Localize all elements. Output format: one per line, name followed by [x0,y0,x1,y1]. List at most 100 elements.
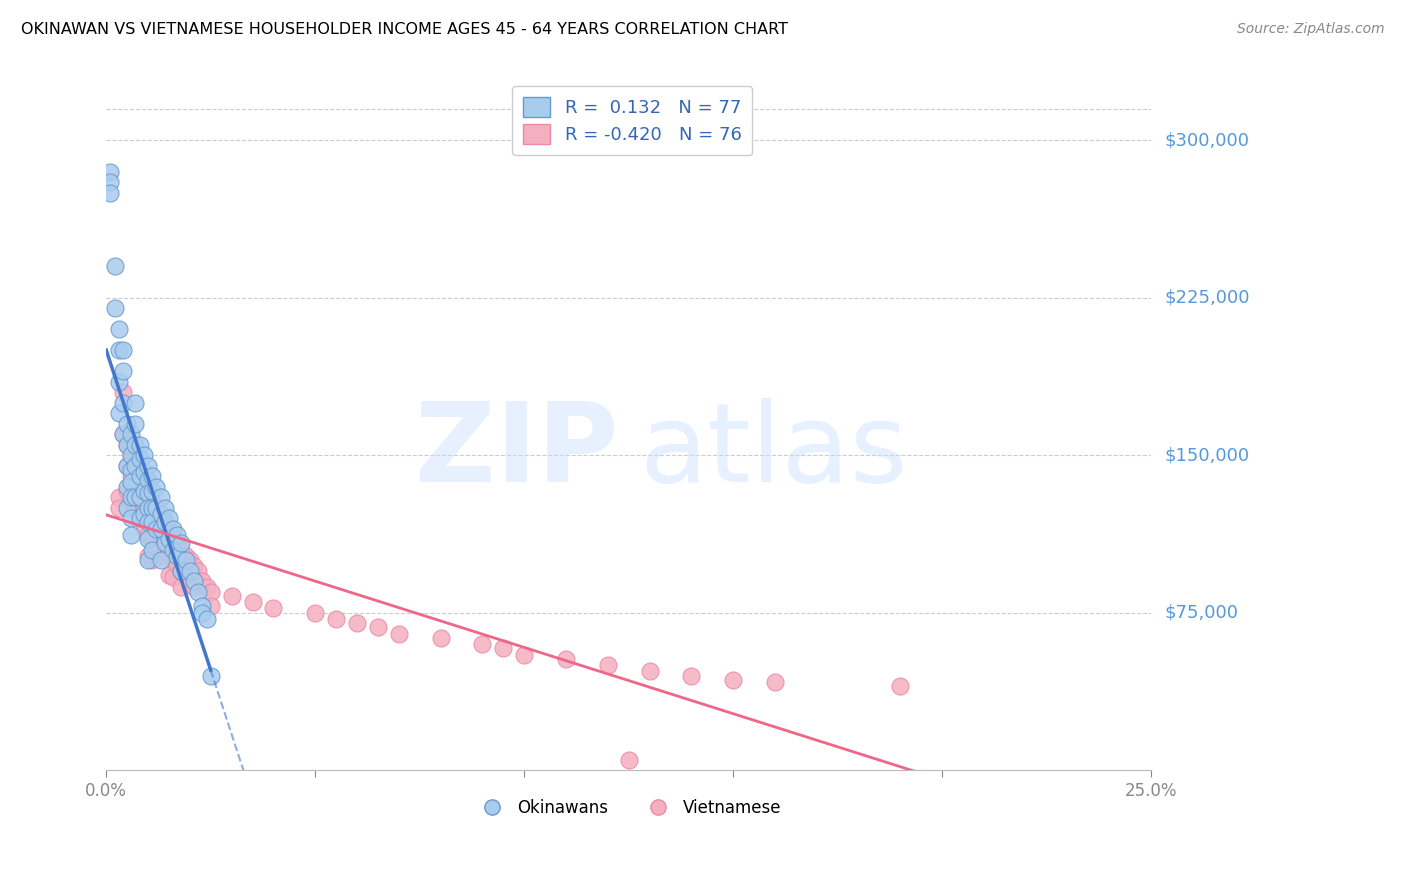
Point [157,511,180,525]
Point [162,553,184,567]
Point [120,463,142,477]
Point [162,570,184,584]
Point [195,581,218,595]
Point [187,584,209,599]
Point [149,490,172,504]
Text: $225,000: $225,000 [1166,289,1250,307]
Point [141,516,163,530]
Point [132,465,155,479]
Point [162,532,184,546]
Point [111,395,134,409]
Point [124,490,146,504]
Point [179,553,201,567]
Point [183,574,205,588]
Point [124,417,146,431]
Point [136,549,159,563]
Point [124,438,146,452]
Point [128,438,150,452]
Point [107,343,129,358]
Point [166,558,188,572]
Point [115,483,138,498]
Point [111,343,134,358]
Point [107,322,129,336]
Point [120,528,142,542]
Point [111,427,134,442]
Point [128,469,150,483]
Point [187,564,209,578]
Point [124,480,146,494]
Point [141,542,163,557]
Point [889,679,911,693]
Point [200,584,222,599]
Point [115,458,138,473]
Point [136,553,159,567]
Point [162,522,184,536]
Point [262,601,284,615]
Point [157,547,180,561]
Point [179,574,201,588]
Text: $150,000: $150,000 [1166,446,1250,464]
Point [157,532,180,546]
Point [136,486,159,500]
Point [346,616,368,631]
Point [145,500,167,515]
Point [149,553,172,567]
Point [141,469,163,483]
Point [763,674,786,689]
Point [638,665,661,679]
Point [242,595,264,609]
Text: OKINAWAN VS VIETNAMESE HOUSEHOLDER INCOME AGES 45 - 64 YEARS CORRELATION CHART: OKINAWAN VS VIETNAMESE HOUSEHOLDER INCOM… [21,22,789,37]
Point [136,516,159,530]
Point [115,438,138,452]
Point [141,500,163,515]
Point [128,511,150,525]
Point [132,507,155,521]
Point [107,490,129,504]
Point [115,458,138,473]
Point [149,522,172,536]
Point [136,528,159,542]
Point [191,606,214,620]
Point [104,301,127,316]
Point [120,511,142,525]
Point [153,500,176,515]
Point [132,522,155,536]
Point [166,549,188,563]
Point [325,612,347,626]
Legend: Okinawans, Vietnamese: Okinawans, Vietnamese [468,793,789,824]
Point [132,483,155,498]
Point [200,599,222,614]
Point [388,626,411,640]
Point [141,511,163,525]
Point [617,752,640,766]
Point [120,494,142,508]
Point [128,452,150,467]
Point [166,528,188,542]
Point [141,483,163,498]
Text: $300,000: $300,000 [1166,131,1250,149]
Point [120,427,142,442]
Point [128,490,150,504]
Point [153,542,176,557]
Point [124,395,146,409]
Text: $75,000: $75,000 [1166,604,1239,622]
Point [115,438,138,452]
Point [191,574,214,588]
Point [157,567,180,582]
Point [170,581,193,595]
Point [153,536,176,550]
Point [115,480,138,494]
Point [596,658,619,673]
Text: atlas: atlas [640,398,907,505]
Point [174,553,197,567]
Point [145,500,167,515]
Point [145,480,167,494]
Point [115,500,138,515]
Point [111,427,134,442]
Point [141,553,163,567]
Point [141,494,163,508]
Point [100,165,122,179]
Point [183,581,205,595]
Point [107,375,129,389]
Point [153,522,176,536]
